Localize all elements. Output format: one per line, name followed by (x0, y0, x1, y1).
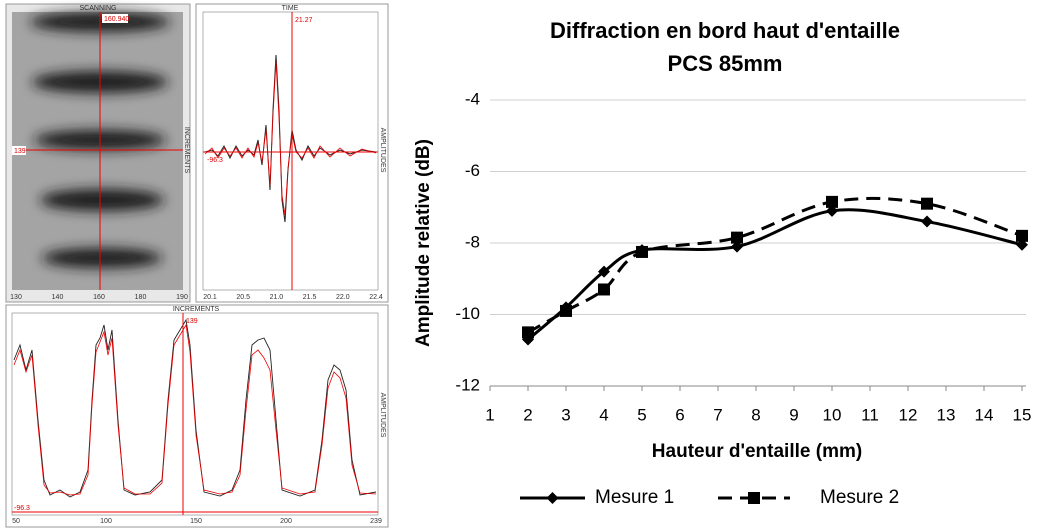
x-tick-label: 160 (93, 294, 105, 301)
marker (636, 245, 648, 258)
x-tick-label: 1 (485, 405, 494, 424)
panel-title: SCANNING (80, 5, 117, 12)
x-tick-label: 140 (52, 294, 64, 301)
marker (1016, 229, 1028, 242)
cursor-box (102, 14, 128, 23)
x-tick-label: 21.5 (303, 294, 317, 301)
series-line (527, 196, 1023, 334)
cursor-label: 160.940 (104, 16, 129, 23)
cursor-label: 21.27 (295, 17, 313, 24)
increments-panel: INCREMENTS 139 -96.3 AMPLITUDES 50 100 150… (5, 304, 389, 528)
cursor-box (12, 146, 26, 155)
side-label: AMPLITUDES (379, 128, 386, 173)
y-tick-label: -4 (465, 89, 480, 108)
x-tick-label: 13 (937, 405, 956, 424)
panel-title: INCREMENTS (173, 306, 220, 313)
x-tick-label: 14 (975, 405, 994, 424)
x-tick-label: 4 (599, 405, 608, 424)
marker (560, 304, 572, 317)
x-tick-label: 8 (751, 405, 760, 424)
x-tick-label: 10 (823, 405, 842, 424)
x-tick-label: 50 (12, 518, 20, 525)
x-tick-label: 21.0 (270, 294, 284, 301)
x-tick-label: 239 (370, 518, 382, 525)
cursor-label: -96.3 (207, 157, 223, 164)
x-tick-label: 5 (637, 405, 646, 424)
x-tick-label: 130 (10, 294, 22, 301)
legend-label: Mesure 1 (595, 487, 674, 508)
time-panel: TIME 21.27 -96.3 AMPLITUDES 20.1 20.5 21.0… (195, 3, 389, 303)
marker (546, 492, 559, 504)
echo-blobs (30, 12, 170, 268)
x-tick-label: 12 (899, 405, 918, 424)
x-tick-label: 150 (190, 518, 202, 525)
chart-title: Diffraction en bord haut d'entaille (550, 18, 900, 43)
x-tick-label: 180 (135, 294, 147, 301)
marker (748, 492, 760, 504)
plot-area (202, 11, 379, 291)
marker (598, 283, 610, 296)
x-tick-label: 6 (675, 405, 684, 424)
cursor-label: -96.3 (14, 505, 30, 512)
x-tick-label: 15 (1013, 405, 1032, 424)
x-tick-label: 9 (789, 405, 798, 424)
x-tick-label: 22.4 (369, 294, 383, 301)
chart-subtitle: PCS 85mm (668, 51, 783, 76)
y-tick-label: -8 (465, 232, 480, 251)
side-label: INCREMENTS (183, 127, 190, 174)
y-axis-label: Amplitude relative (dB) (413, 139, 434, 347)
y-tick-label: -12 (455, 375, 480, 394)
line-chart: Diffraction en bord haut d'entaille PCS … (413, 18, 1031, 508)
x-tick-label: 200 (280, 518, 292, 525)
marker (921, 215, 933, 228)
x-tick-label: 2 (523, 405, 532, 424)
x-axis-label: Hauteur d'entaille (mm) (652, 441, 862, 462)
waveform (204, 54, 377, 223)
scanning-panel: SCANNING 160.940 139 INCREMENTS 130 140 16… (5, 3, 191, 303)
y-tick-label: -6 (465, 161, 480, 180)
cursor-label: 139 (186, 318, 198, 325)
side-label: AMPLITUDES (379, 393, 386, 438)
x-tick-label: 190 (176, 294, 188, 301)
legend-label: Mesure 2 (820, 487, 899, 508)
y-tick-label: -10 (455, 304, 480, 323)
x-tick-label: 11 (861, 405, 879, 424)
x-tick-label: 22.0 (336, 294, 350, 301)
marker (522, 326, 534, 339)
x-tick-label: 100 (100, 518, 112, 525)
panel-title: TIME (282, 5, 299, 12)
x-tick-label: 7 (713, 405, 722, 424)
cursor-label: 139 (14, 148, 26, 155)
marker (921, 197, 933, 210)
x-tick-label: 3 (561, 405, 570, 424)
x-tick-label: 20.1 (203, 294, 217, 301)
x-tick-label: 20.5 (236, 294, 250, 301)
marker (598, 265, 610, 278)
marker (731, 231, 743, 244)
waveform (13, 323, 377, 496)
waveform (204, 61, 377, 216)
scan-image (12, 12, 183, 290)
marker (826, 195, 838, 208)
